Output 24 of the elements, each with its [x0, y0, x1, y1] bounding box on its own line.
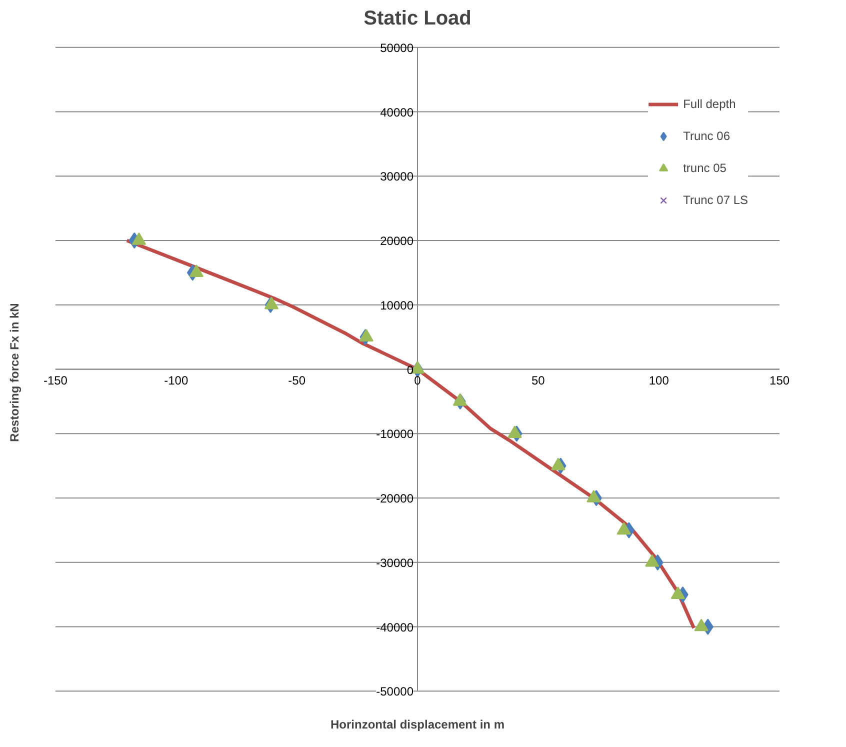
- y-tick-label: -30000: [376, 556, 414, 570]
- x-tick-label: 50: [532, 373, 546, 388]
- y-tick-label: 50000: [380, 40, 414, 55]
- y-tick-label: 10000: [380, 298, 414, 312]
- x-tick-label: 150: [770, 373, 790, 388]
- y-tick-label: -50000: [376, 684, 414, 699]
- y-tick-label: 0: [406, 362, 414, 377]
- x-tick-label: -50: [288, 373, 306, 388]
- legend-label: Trunc 07 LS: [683, 193, 748, 207]
- x-tick-label: -150: [43, 373, 68, 388]
- y-tick-label: 20000: [380, 234, 414, 248]
- legend-label: Trunc 06: [683, 129, 730, 143]
- legend-label: Full depth: [683, 97, 736, 111]
- x-axis-title: Horinzontal displacement in m: [330, 718, 505, 732]
- y-tick-label: -40000: [376, 620, 414, 634]
- y-axis-title: Restoring force Fx in kN: [8, 303, 22, 442]
- chart-title: Static Load: [364, 8, 472, 30]
- legend-label: trunc 05: [683, 161, 726, 175]
- y-tick-label: -10000: [376, 427, 414, 442]
- x-tick-label: 100: [648, 373, 670, 388]
- y-tick-label: -20000: [376, 492, 414, 506]
- y-tick-label: 40000: [380, 105, 414, 120]
- y-tick-label: 30000: [380, 170, 414, 184]
- x-tick-label: -100: [164, 373, 188, 388]
